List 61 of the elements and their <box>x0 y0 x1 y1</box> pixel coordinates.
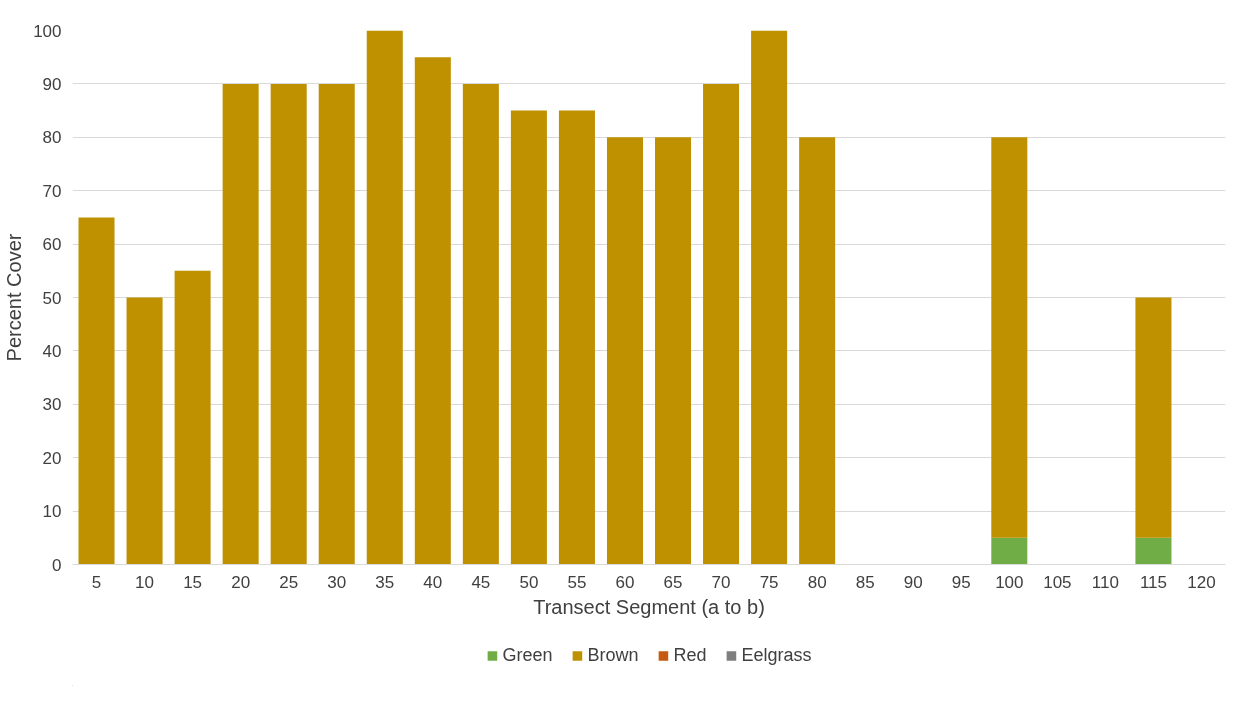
x-tick-label: 35 <box>375 572 395 592</box>
y-tick-label: 30 <box>42 395 62 415</box>
x-tick-label: 60 <box>615 572 635 592</box>
bar <box>799 137 836 565</box>
bar <box>558 110 595 565</box>
y-tick-label: 90 <box>42 74 62 94</box>
bar <box>1135 537 1172 565</box>
y-tick-label: 70 <box>42 181 62 201</box>
y-tick-label: 20 <box>42 448 62 468</box>
legend-label: Eelgrass <box>741 644 812 666</box>
y-tick-label: 60 <box>42 235 62 255</box>
x-axis-title: Transect Segment (a to b) <box>533 595 765 618</box>
y-tick-label: 50 <box>42 288 62 308</box>
bar <box>655 137 692 565</box>
y-tick-label: 100 <box>33 21 62 41</box>
x-tick-label: 65 <box>663 572 683 592</box>
x-tick-label: 85 <box>855 572 875 592</box>
bar <box>703 83 740 565</box>
y-axis-title: Percent Cover <box>3 233 26 362</box>
y-tick-label: 0 <box>52 555 62 575</box>
x-tick-label: 30 <box>327 572 347 592</box>
x-tick-label: 50 <box>519 572 539 592</box>
x-tick-label: 55 <box>567 572 587 592</box>
x-tick-label: 120 <box>1187 572 1216 592</box>
x-tick-label: 10 <box>135 572 155 592</box>
bar <box>414 57 451 565</box>
y-tick-label: 40 <box>42 341 62 361</box>
x-tick-label: 105 <box>1043 572 1072 592</box>
x-tick-label: 70 <box>711 572 731 592</box>
y-tick-label: 80 <box>42 128 62 148</box>
bar <box>510 110 547 565</box>
x-tick-label: 80 <box>807 572 827 592</box>
bar <box>991 537 1028 565</box>
x-tick-label: 15 <box>183 572 203 592</box>
bar <box>318 83 355 565</box>
bar <box>222 83 259 565</box>
x-tick-label: 20 <box>231 572 251 592</box>
x-tick-label: 95 <box>951 572 971 592</box>
bar <box>606 137 643 565</box>
bar <box>751 30 788 565</box>
x-tick-label: 75 <box>759 572 779 592</box>
x-tick-label: 40 <box>423 572 443 592</box>
bar <box>126 297 163 565</box>
x-tick-label: 90 <box>903 572 923 592</box>
bar <box>270 83 307 565</box>
bar <box>174 270 211 565</box>
x-tick-label: 110 <box>1091 572 1119 592</box>
x-tick-label: 25 <box>279 572 299 592</box>
bar <box>78 217 115 565</box>
bar <box>1135 297 1172 538</box>
y-tick-label: 10 <box>42 502 62 522</box>
bar <box>366 30 403 565</box>
x-tick-label: 115 <box>1139 572 1167 592</box>
x-tick-label: 100 <box>995 572 1024 592</box>
legend-label: Green <box>502 644 553 666</box>
x-tick-label: 5 <box>91 572 102 592</box>
legend-label: Brown <box>587 644 639 666</box>
x-tick-label: 45 <box>471 572 491 592</box>
bar <box>462 83 499 565</box>
legend-label: Red <box>673 644 707 666</box>
bar <box>991 137 1028 538</box>
